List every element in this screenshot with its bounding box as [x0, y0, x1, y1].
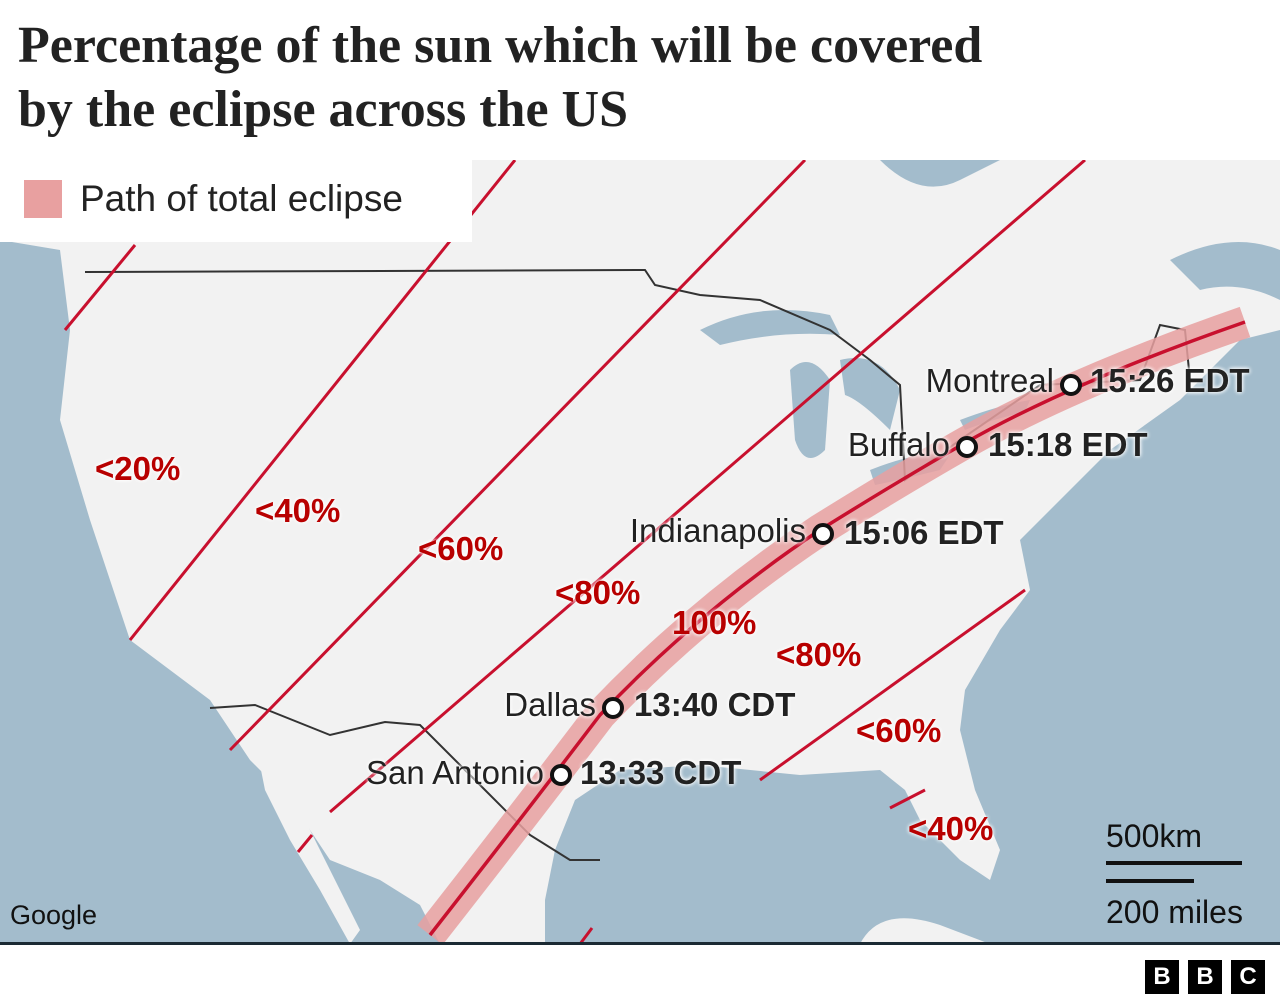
cuba — [860, 918, 990, 944]
zone-label: <60% — [856, 712, 942, 749]
legend: Path of total eclipse — [0, 160, 472, 242]
bbc-logo-c: C — [1231, 960, 1265, 994]
bbc-logo-b1: B — [1145, 960, 1179, 994]
zone-label: <80% — [776, 636, 862, 673]
footer-rule — [0, 942, 1280, 945]
city-time: 15:26 EDT — [1090, 362, 1250, 399]
zone-label: <40% — [255, 492, 341, 529]
chart-title: Percentage of the sun which will be cove… — [18, 14, 1268, 142]
zone-label: <60% — [418, 530, 504, 567]
chart-title-line: by the eclipse across the US — [18, 81, 629, 138]
scale-bar-miles — [1106, 879, 1194, 883]
scale-km-label: 500km — [1106, 818, 1203, 854]
scale-miles-label: 200 miles — [1106, 894, 1243, 930]
zone-label: <20% — [95, 450, 181, 487]
city-marker — [956, 436, 978, 458]
city-marker — [602, 697, 624, 719]
city-name-buffalo: Buffalo — [847, 426, 950, 463]
zone-label: 100% — [672, 604, 757, 641]
eclipse-map — [0, 160, 1280, 944]
city-marker — [812, 523, 834, 545]
city-name-indianapolis: Indianapolis — [629, 512, 806, 549]
city-marker — [550, 764, 572, 786]
city-name-montreal: Montreal — [925, 362, 1054, 399]
city-time: 13:33 CDT — [580, 754, 742, 791]
legend-label: Path of total eclipse — [80, 178, 403, 219]
chart-title-line: Percentage of the sun which will be cove… — [18, 17, 983, 74]
map-graphic — [0, 160, 1280, 944]
city-name-san-antonio: San Antonio — [366, 754, 544, 791]
legend-swatch — [24, 180, 62, 218]
coverage-lines — [63, 160, 1086, 944]
scale-bar-km — [1106, 861, 1242, 865]
city-name-dallas: Dallas — [504, 686, 596, 723]
bbc-logo-b2: B — [1188, 960, 1222, 994]
city-marker — [1060, 374, 1082, 396]
city-time: 13:40 CDT — [634, 686, 796, 723]
land — [0, 160, 1280, 944]
zone-label: <80% — [555, 574, 641, 611]
city-time: 15:06 EDT — [844, 514, 1004, 551]
city-time: 15:18 EDT — [988, 426, 1148, 463]
map-attribution: Google — [10, 900, 98, 930]
zone-label: <40% — [908, 810, 994, 847]
